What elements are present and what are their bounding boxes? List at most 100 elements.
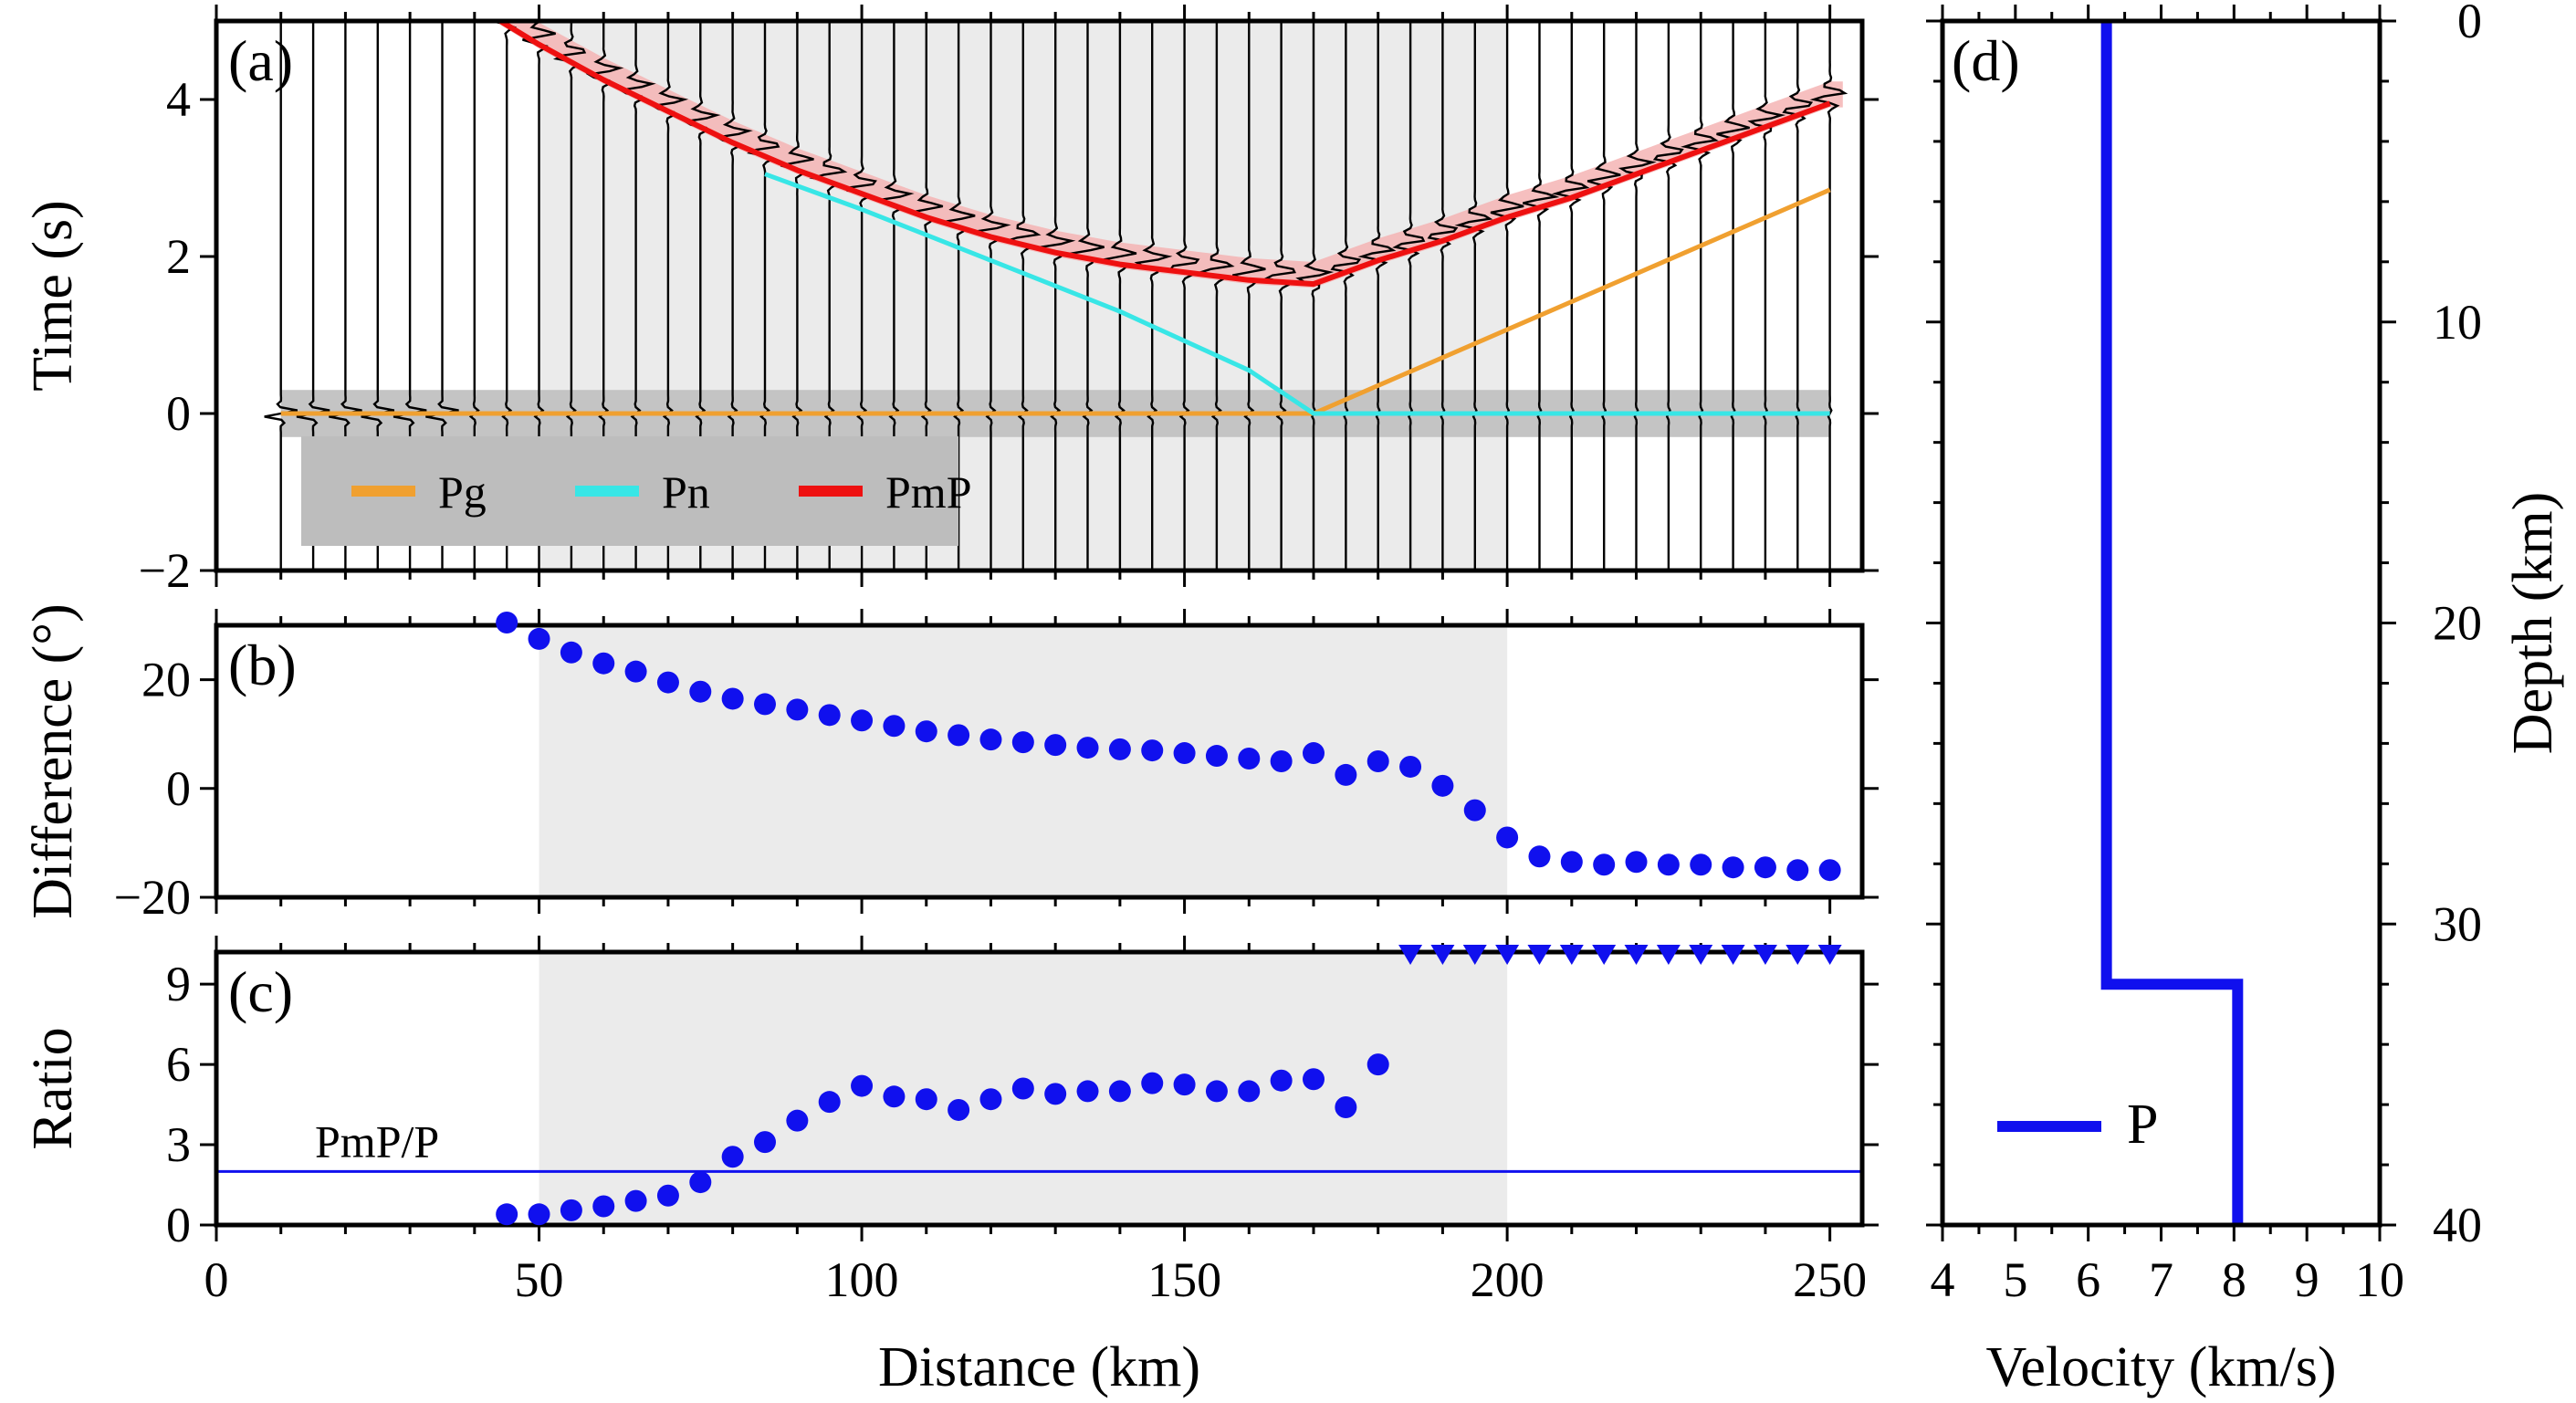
y-tick-label: 40 bbox=[2433, 1198, 2482, 1252]
seismogram-trace bbox=[1103, 21, 1137, 571]
seismogram-trace bbox=[1681, 21, 1719, 571]
data-point bbox=[1044, 1083, 1067, 1105]
y-tick-label: 6 bbox=[166, 1037, 191, 1092]
y-tick-label: 0 bbox=[166, 1198, 191, 1252]
plot-frame bbox=[214, 623, 1865, 900]
data-point bbox=[1303, 742, 1325, 765]
data-point bbox=[851, 1074, 874, 1097]
data-point bbox=[883, 715, 906, 738]
legend: Pg Pn PmP bbox=[301, 436, 972, 546]
data-point bbox=[1335, 1096, 1357, 1119]
data-point bbox=[1076, 1080, 1099, 1103]
data-point bbox=[1205, 1080, 1228, 1103]
panel-label: (c) bbox=[228, 959, 293, 1024]
x-tick-label: 200 bbox=[1471, 1252, 1545, 1307]
data-point bbox=[1141, 739, 1164, 762]
data-point bbox=[1625, 851, 1648, 874]
seismogram-trace bbox=[1037, 21, 1076, 571]
seismogram-trace bbox=[1295, 21, 1335, 571]
panel-d-velocity-profile: 4 5 6 7 8 9 10 0 10 20 30 40 P (d) Velocity (km/s) Dept… bbox=[1926, 0, 2564, 1398]
y-axis-label: Difference (°) bbox=[22, 603, 84, 918]
reference-line-label: PmP/P bbox=[315, 1115, 439, 1167]
data-point bbox=[1528, 845, 1551, 868]
seismogram-trace bbox=[1231, 21, 1266, 571]
plot-frame bbox=[214, 18, 1865, 573]
seismogram-trace bbox=[1809, 21, 1848, 571]
seismogram-trace bbox=[938, 21, 976, 571]
seismogram-trace bbox=[1747, 21, 1786, 571]
data-point bbox=[818, 704, 841, 727]
data-point bbox=[721, 1146, 744, 1168]
data-point bbox=[1238, 748, 1261, 770]
data-point bbox=[883, 1085, 906, 1108]
data-point bbox=[656, 671, 679, 694]
data-point bbox=[948, 724, 970, 747]
seismogram-trace bbox=[1551, 21, 1590, 571]
x-tick-label: 10 bbox=[2355, 1252, 2404, 1307]
data-point bbox=[496, 612, 518, 634]
seismogram-trace bbox=[1454, 21, 1493, 571]
data-point bbox=[1173, 742, 1196, 765]
data-point bbox=[1270, 1069, 1293, 1092]
panel-a-seismogram-section: Pg Pn PmP −2 0 2 4 (a) Time (s) bbox=[22, 5, 1879, 598]
panel-label: (b) bbox=[228, 633, 297, 697]
data-point bbox=[721, 687, 744, 710]
data-point bbox=[1560, 851, 1583, 874]
velocity-profile-p bbox=[2100, 21, 2244, 1225]
data-point bbox=[1011, 731, 1034, 754]
seismogram-trace bbox=[1392, 21, 1426, 571]
x-tick-label: 7 bbox=[2149, 1252, 2173, 1307]
y-tick-label: 20 bbox=[141, 653, 191, 707]
y-tick-label: 0 bbox=[2457, 0, 2482, 48]
seismogram-trace bbox=[1586, 21, 1621, 571]
phase-curve-pmp bbox=[498, 21, 1831, 288]
data-point bbox=[1141, 1072, 1164, 1094]
seismogram-trace bbox=[1168, 21, 1200, 571]
data-point bbox=[1690, 853, 1712, 876]
data-point bbox=[1399, 755, 1422, 778]
data-point bbox=[948, 1098, 970, 1121]
y-tick-label: 0 bbox=[166, 386, 191, 441]
seismogram-trace bbox=[1618, 21, 1657, 571]
data-point bbox=[786, 698, 809, 721]
triangle-marker bbox=[1753, 945, 1777, 965]
plot-frame bbox=[214, 949, 1865, 1228]
triangle-marker bbox=[1430, 945, 1455, 965]
y-tick-label: 3 bbox=[166, 1117, 191, 1172]
data-point bbox=[851, 709, 874, 732]
data-point bbox=[754, 1131, 776, 1154]
y-tick-label: 30 bbox=[2433, 896, 2482, 951]
seismogram-trace bbox=[1196, 21, 1235, 571]
data-point bbox=[496, 1203, 518, 1226]
seismogram-trace bbox=[1427, 21, 1459, 571]
data-point bbox=[1818, 859, 1841, 882]
x-tick-label: 8 bbox=[2222, 1252, 2246, 1307]
panel-label: (a) bbox=[228, 28, 293, 93]
data-point bbox=[1754, 856, 1776, 879]
data-point bbox=[1303, 1068, 1325, 1091]
data-point bbox=[528, 627, 550, 650]
data-point bbox=[1044, 734, 1067, 757]
triangle-marker bbox=[1785, 945, 1810, 965]
triangle-marker bbox=[1817, 945, 1842, 965]
data-point bbox=[1076, 737, 1099, 759]
data-point bbox=[689, 680, 712, 703]
triangle-marker bbox=[1689, 945, 1713, 965]
pmp-uncertainty-band bbox=[500, 21, 1843, 288]
data-point bbox=[1722, 856, 1744, 879]
triangle-marker bbox=[1398, 945, 1423, 965]
data-point bbox=[1496, 826, 1519, 849]
triangle-marker bbox=[1624, 945, 1649, 965]
triangle-marker bbox=[1656, 945, 1681, 965]
phase-curve-pn bbox=[764, 172, 1830, 416]
seismogram-trace bbox=[1716, 21, 1750, 571]
data-point bbox=[818, 1091, 841, 1114]
data-point bbox=[560, 641, 582, 664]
data-point bbox=[1205, 745, 1228, 768]
data-point bbox=[915, 1088, 937, 1111]
data-point bbox=[1367, 1053, 1389, 1076]
data-point bbox=[1367, 750, 1389, 772]
triangle-marker bbox=[1559, 945, 1584, 965]
data-point bbox=[1786, 859, 1809, 882]
